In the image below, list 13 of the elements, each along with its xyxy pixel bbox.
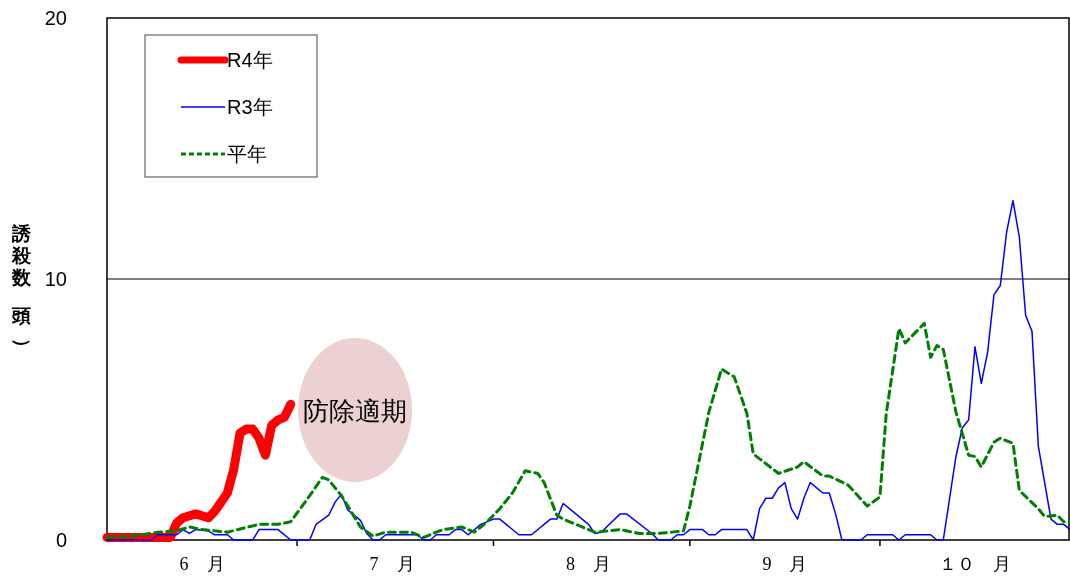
legend-label: R3年 [227,96,273,118]
y-axis-title: 誘殺数（頭） [11,223,33,357]
x-tick-label: 8 月 [566,554,611,574]
annotation: 防除適期 [303,396,407,426]
y-tick-label: 0 [55,529,67,551]
x-tick-label: 6 月 [179,554,225,574]
legend-label: R4年 [227,49,273,71]
x-tick-label: １０ 月 [938,554,1011,574]
y-tick-label: 20 [44,7,67,29]
x-tick-label: 9 月 [762,554,808,574]
x-tick-label: 7 月 [369,554,415,574]
legend-label: 平年 [227,143,267,165]
y-tick-label: 10 [44,268,67,290]
